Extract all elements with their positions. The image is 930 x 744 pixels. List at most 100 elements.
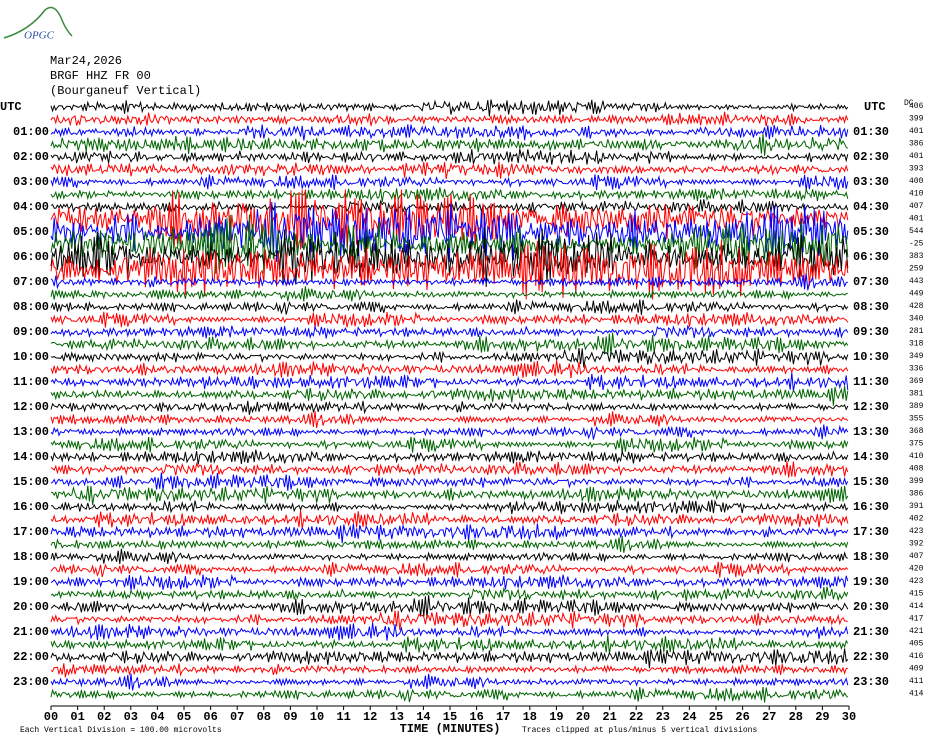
dc-value: 386	[909, 140, 924, 149]
x-tick-label: 12	[363, 710, 377, 724]
trace	[50, 586, 849, 602]
x-tick-label: 06	[203, 710, 217, 724]
x-tick-label: 25	[709, 710, 723, 724]
dc-value: 318	[909, 340, 924, 349]
left-time-label: 20:00	[13, 600, 49, 614]
left-time-label: 15:00	[13, 475, 49, 489]
right-time-label: 19:30	[853, 575, 889, 589]
right-time-label: 22:30	[853, 650, 889, 664]
left-time-label: 18:00	[13, 550, 49, 564]
trace	[50, 595, 849, 619]
trace	[50, 201, 849, 263]
x-tick-label: 08	[257, 710, 271, 724]
dc-value: 391	[909, 502, 924, 511]
trace	[51, 499, 849, 515]
dc-value: 259	[909, 265, 924, 274]
dc-value: 381	[909, 390, 924, 399]
dc-value: 401	[909, 215, 924, 224]
x-tick-label: 16	[469, 710, 483, 724]
title-line: (Bourganeuf Vertical)	[50, 84, 201, 98]
right-time-label: 23:30	[853, 675, 889, 689]
trace	[50, 240, 849, 300]
right-time-label: 02:30	[853, 150, 889, 164]
right-time-label: 11:30	[853, 375, 889, 389]
dc-value: 410	[909, 190, 924, 199]
trace	[50, 610, 848, 630]
right-time-label: 10:30	[853, 350, 889, 364]
x-tick-label: 23	[656, 710, 670, 724]
left-time-label: 03:00	[13, 175, 49, 189]
right-time-label: 16:30	[853, 500, 889, 514]
x-tick-label: 10	[310, 710, 324, 724]
trace	[50, 622, 849, 641]
right-time-label: 09:30	[853, 325, 889, 339]
right-time-label: 18:30	[853, 550, 889, 564]
right-axis-title: UTC	[864, 100, 886, 114]
x-tick-label: 29	[815, 710, 829, 724]
dc-value: 389	[909, 402, 924, 411]
trace	[50, 573, 849, 591]
x-tick-label: 09	[283, 710, 297, 724]
x-tick-label: 30	[842, 710, 856, 724]
dc-value: 420	[909, 565, 924, 574]
x-tick-label: 20	[576, 710, 590, 724]
left-time-label: 05:00	[13, 225, 49, 239]
trace	[50, 523, 849, 544]
right-time-label: 13:30	[853, 425, 889, 439]
trace	[50, 634, 849, 654]
right-time-label: 14:30	[853, 450, 889, 464]
right-time-label: 01:30	[853, 125, 889, 139]
dc-value: 415	[909, 590, 924, 599]
trace	[50, 400, 849, 415]
trace	[50, 436, 849, 454]
left-time-label: 09:00	[13, 325, 49, 339]
dc-value: 349	[909, 352, 924, 361]
right-time-label: 21:30	[853, 625, 889, 639]
trace	[50, 673, 849, 691]
clip-note: Traces clipped at plus/minus 5 vertical …	[522, 726, 757, 735]
dc-value: 393	[909, 165, 924, 174]
left-time-label: 12:00	[13, 400, 49, 414]
logo-text: OPGC	[24, 30, 55, 42]
trace	[50, 111, 849, 127]
x-tick-label: 17	[496, 710, 510, 724]
dc-value: 407	[909, 552, 924, 561]
trace	[50, 299, 849, 315]
trace	[50, 386, 849, 406]
left-time-label: 07:00	[13, 275, 49, 289]
dc-value: 355	[909, 415, 924, 424]
trace	[50, 311, 849, 329]
dc-value: 449	[909, 290, 924, 299]
x-tick-label: 27	[762, 710, 776, 724]
trace	[50, 273, 848, 291]
right-time-label: 17:30	[853, 525, 889, 539]
trace	[50, 124, 849, 141]
trace	[50, 286, 848, 302]
trace	[50, 187, 849, 203]
right-time-label: 07:30	[853, 275, 889, 289]
trace	[50, 663, 848, 678]
right-time-label: 05:30	[853, 225, 889, 239]
dc-value: 423	[909, 577, 924, 586]
x-tick-label: 14	[416, 710, 430, 724]
dc-value: 407	[909, 202, 924, 211]
logo-curve	[3, 6, 73, 39]
dc-value: 402	[909, 515, 924, 524]
trace	[50, 648, 849, 669]
dc-title: DC	[904, 99, 914, 108]
dc-value: 368	[909, 427, 924, 436]
left-time-label: 14:00	[13, 450, 49, 464]
dc-value: 399	[909, 115, 924, 124]
x-tick-label: 24	[682, 710, 696, 724]
dc-value: 421	[909, 627, 924, 636]
title-line: BRGF HHZ FR 00	[50, 69, 151, 83]
dc-value: 443	[909, 277, 924, 286]
x-tick-label: 03	[124, 710, 138, 724]
left-time-label: 04:00	[13, 200, 49, 214]
trace	[50, 161, 849, 180]
x-tick-label: 04	[150, 710, 164, 724]
left-time-label: 21:00	[13, 625, 49, 639]
trace	[50, 372, 849, 392]
trace	[50, 548, 848, 565]
dc-value: 428	[909, 302, 924, 311]
